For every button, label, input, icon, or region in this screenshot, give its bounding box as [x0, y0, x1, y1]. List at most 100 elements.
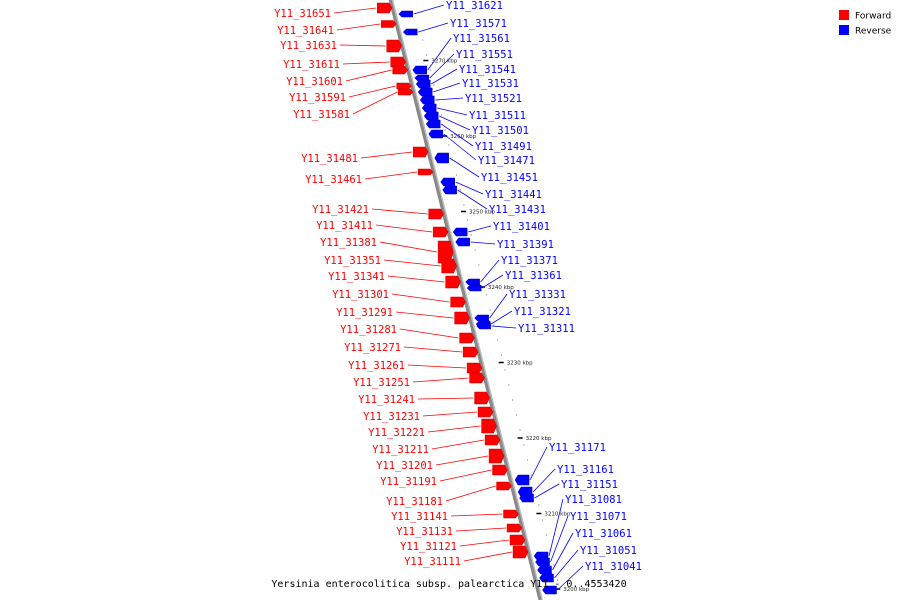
reverse-gene-Y11_31621[interactable] — [398, 10, 413, 18]
forward-gene-label-Y11_31581[interactable]: Y11_31581 — [293, 109, 350, 121]
forward-gene-Y11_31581[interactable] — [397, 88, 414, 96]
forward-gene-Y11_31201[interactable] — [488, 448, 505, 464]
forward-gene-label-Y11_31241[interactable]: Y11_31241 — [358, 394, 415, 406]
forward-gene-Y11_31301[interactable] — [450, 296, 466, 308]
reverse-gene-Y11_31391[interactable] — [455, 237, 470, 247]
reverse-gene-label-Y11_31051[interactable]: Y11_31051 — [580, 545, 637, 557]
forward-gene-label-Y11_31351[interactable]: Y11_31351 — [324, 255, 381, 267]
reverse-gene-Y11_31551[interactable] — [414, 74, 429, 82]
reverse-gene-label-Y11_31311[interactable]: Y11_31311 — [518, 323, 575, 335]
forward-gene-label-Y11_31221[interactable]: Y11_31221 — [368, 427, 425, 439]
forward-gene-label-Y11_31611[interactable]: Y11_31611 — [283, 59, 340, 71]
forward-gene-Y11_31631[interactable] — [386, 39, 403, 53]
forward-gene-Y11_31131[interactable] — [506, 523, 523, 533]
reverse-gene-label-Y11_31571[interactable]: Y11_31571 — [450, 18, 507, 30]
reverse-gene-label-Y11_31521[interactable]: Y11_31521 — [465, 93, 522, 105]
reverse-gene-label-Y11_31361[interactable]: Y11_31361 — [505, 270, 562, 282]
reverse-gene-label-Y11_31541[interactable]: Y11_31541 — [459, 64, 516, 76]
reverse-gene-label-Y11_31501[interactable]: Y11_31501 — [472, 125, 529, 137]
forward-gene-label-Y11_31271[interactable]: Y11_31271 — [344, 342, 401, 354]
forward-gene-label-Y11_31181[interactable]: Y11_31181 — [386, 496, 443, 508]
forward-gene-Y11_31341[interactable] — [445, 275, 461, 289]
forward-gene-label-Y11_31121[interactable]: Y11_31121 — [400, 541, 457, 553]
forward-gene-Y11_31211[interactable] — [484, 434, 501, 446]
reverse-gene-label-Y11_31431[interactable]: Y11_31431 — [489, 204, 546, 216]
forward-gene-Y11_31111[interactable] — [512, 545, 529, 559]
forward-gene-label-Y11_31261[interactable]: Y11_31261 — [348, 360, 405, 372]
reverse-gene-label-Y11_31451[interactable]: Y11_31451 — [481, 172, 538, 184]
forward-gene-Y11_31381[interactable] — [437, 240, 454, 264]
forward-gene-label-Y11_31201[interactable]: Y11_31201 — [376, 460, 433, 472]
reverse-gene-label-Y11_31151[interactable]: Y11_31151 — [561, 479, 618, 491]
reverse-gene-Y11_31331[interactable] — [474, 314, 489, 322]
reverse-gene-Y11_31061[interactable] — [537, 565, 552, 575]
reverse-gene-label-Y11_31371[interactable]: Y11_31371 — [501, 255, 558, 267]
forward-gene-label-Y11_31421[interactable]: Y11_31421 — [312, 204, 369, 216]
forward-gene-Y11_31251[interactable] — [469, 372, 485, 384]
reverse-gene-label-Y11_31041[interactable]: Y11_31041 — [585, 561, 642, 573]
reverse-gene-Y11_31511[interactable] — [421, 103, 437, 113]
reverse-gene-Y11_31051[interactable] — [539, 573, 554, 583]
forward-gene-Y11_31601[interactable] — [392, 65, 409, 75]
reverse-gene-label-Y11_31071[interactable]: Y11_31071 — [570, 511, 627, 523]
reverse-gene-Y11_31451[interactable] — [434, 152, 449, 164]
reverse-gene-Y11_31441[interactable] — [440, 177, 455, 187]
reverse-gene-Y11_31361[interactable] — [466, 284, 482, 292]
reverse-gene-label-Y11_31321[interactable]: Y11_31321 — [514, 306, 571, 318]
reverse-gene-label-Y11_31331[interactable]: Y11_31331 — [509, 289, 566, 301]
forward-gene-Y11_31221[interactable] — [481, 418, 497, 434]
reverse-gene-Y11_31171[interactable] — [514, 474, 530, 486]
forward-gene-label-Y11_31301[interactable]: Y11_31301 — [332, 289, 389, 301]
reverse-gene-Y11_31431[interactable] — [442, 185, 457, 195]
forward-gene-Y11_31141[interactable] — [503, 509, 519, 519]
forward-gene-label-Y11_31411[interactable]: Y11_31411 — [316, 220, 373, 232]
forward-gene-Y11_31611[interactable] — [390, 56, 407, 68]
forward-gene-label-Y11_31141[interactable]: Y11_31141 — [391, 511, 448, 523]
forward-gene-Y11_31591[interactable] — [396, 82, 413, 90]
reverse-gene-label-Y11_31391[interactable]: Y11_31391 — [497, 239, 554, 251]
reverse-gene-Y11_31541[interactable] — [415, 79, 431, 89]
forward-gene-Y11_31411[interactable] — [432, 226, 449, 238]
forward-gene-label-Y11_31291[interactable]: Y11_31291 — [336, 307, 393, 319]
reverse-gene-Y11_31371[interactable] — [465, 278, 480, 286]
reverse-gene-label-Y11_31401[interactable]: Y11_31401 — [493, 221, 550, 233]
forward-gene-Y11_31121[interactable] — [509, 534, 526, 546]
reverse-gene-Y11_31531[interactable] — [417, 87, 433, 97]
forward-gene-Y11_31281[interactable] — [459, 332, 475, 344]
forward-gene-label-Y11_31461[interactable]: Y11_31461 — [305, 174, 362, 186]
forward-gene-Y11_31291[interactable] — [454, 311, 470, 325]
reverse-gene-Y11_31491[interactable] — [425, 119, 441, 129]
reverse-gene-Y11_31311[interactable] — [476, 322, 491, 330]
forward-gene-label-Y11_31211[interactable]: Y11_31211 — [372, 444, 429, 456]
reverse-gene-Y11_31151[interactable] — [519, 493, 534, 503]
forward-gene-label-Y11_31251[interactable]: Y11_31251 — [353, 377, 410, 389]
forward-gene-label-Y11_31381[interactable]: Y11_31381 — [320, 237, 377, 249]
forward-gene-Y11_31191[interactable] — [492, 464, 508, 476]
reverse-gene-label-Y11_31491[interactable]: Y11_31491 — [475, 141, 532, 153]
forward-gene-label-Y11_31481[interactable]: Y11_31481 — [301, 153, 358, 165]
reverse-gene-Y11_31041[interactable] — [542, 585, 557, 595]
reverse-gene-Y11_31471[interactable] — [428, 129, 443, 139]
reverse-gene-Y11_31401[interactable] — [452, 227, 468, 237]
forward-gene-Y11_31231[interactable] — [477, 406, 494, 418]
reverse-gene-label-Y11_31511[interactable]: Y11_31511 — [469, 110, 526, 122]
reverse-gene-label-Y11_31621[interactable]: Y11_31621 — [446, 0, 503, 12]
forward-gene-label-Y11_31131[interactable]: Y11_31131 — [396, 526, 453, 538]
forward-gene-Y11_31481[interactable] — [412, 146, 429, 158]
forward-gene-Y11_31641[interactable] — [380, 20, 397, 28]
forward-gene-label-Y11_31651[interactable]: Y11_31651 — [274, 8, 331, 20]
reverse-gene-label-Y11_31551[interactable]: Y11_31551 — [456, 49, 513, 61]
forward-gene-label-Y11_31111[interactable]: Y11_31111 — [404, 556, 461, 568]
forward-gene-label-Y11_31231[interactable]: Y11_31231 — [363, 411, 420, 423]
reverse-gene-label-Y11_31061[interactable]: Y11_31061 — [575, 528, 632, 540]
forward-gene-label-Y11_31191[interactable]: Y11_31191 — [380, 476, 437, 488]
forward-gene-label-Y11_31641[interactable]: Y11_31641 — [277, 25, 334, 37]
forward-gene-Y11_31261[interactable] — [466, 362, 483, 374]
forward-gene-Y11_31271[interactable] — [462, 346, 479, 358]
forward-gene-Y11_31351[interactable] — [441, 258, 457, 274]
reverse-gene-Y11_31571[interactable] — [402, 28, 418, 36]
forward-gene-label-Y11_31631[interactable]: Y11_31631 — [280, 40, 337, 52]
reverse-gene-Y11_31521[interactable] — [419, 95, 435, 105]
forward-gene-label-Y11_31281[interactable]: Y11_31281 — [340, 324, 397, 336]
reverse-gene-label-Y11_31471[interactable]: Y11_31471 — [478, 155, 535, 167]
